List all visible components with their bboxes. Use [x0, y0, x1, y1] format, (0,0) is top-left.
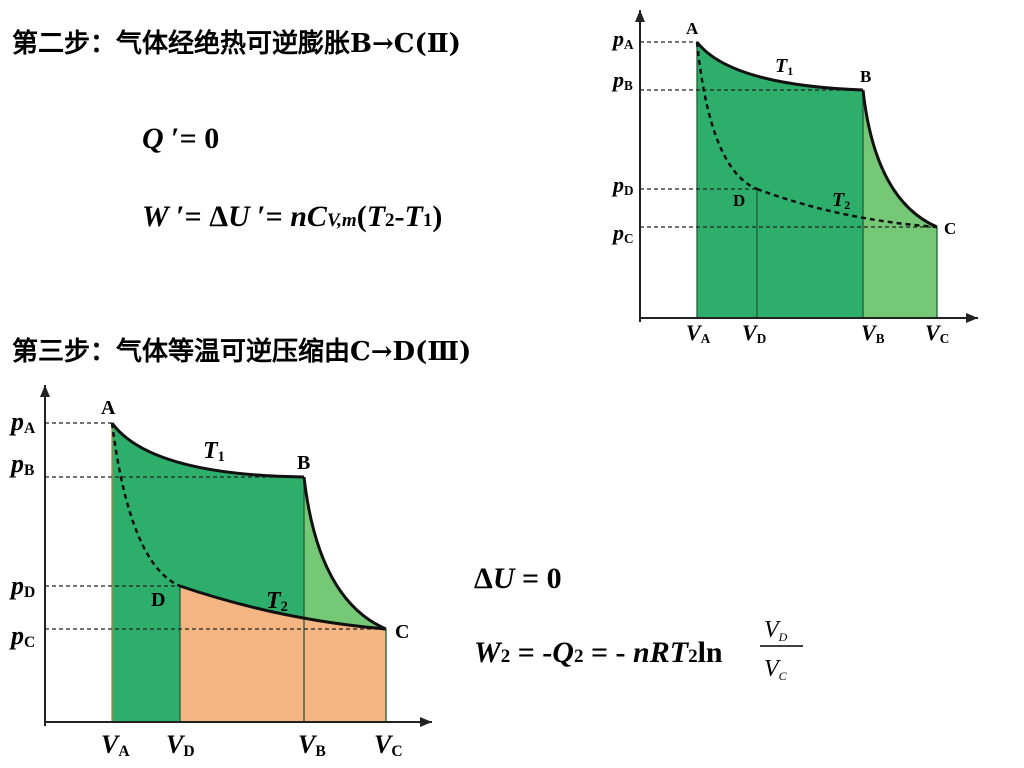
symbol: p — [611, 26, 624, 51]
arrowhead — [420, 717, 432, 727]
step2-equation: W ′= ΔU ′= nCV,m(T2-T1) — [142, 200, 442, 233]
step2-equation: Q ′= 0 — [142, 122, 219, 155]
symbol: V — [101, 730, 121, 759]
isotherm-label: T1 — [775, 55, 793, 78]
symbol: V — [925, 320, 942, 345]
subscript: D — [183, 743, 194, 760]
subscript: D — [24, 584, 35, 601]
subscript: A — [24, 420, 36, 437]
subscript: C — [940, 331, 950, 346]
subscript: D — [757, 331, 767, 346]
pressure-label: pB — [611, 67, 633, 93]
pressure-label: pD — [9, 571, 35, 601]
state-point-label: C — [944, 219, 956, 238]
subscript: A — [624, 37, 634, 52]
symbol: p — [9, 571, 24, 600]
step3-equation: ΔU = 0 — [474, 562, 562, 595]
symbol: T — [832, 189, 845, 211]
subscript: 2 — [281, 599, 288, 615]
volume-label: VB — [861, 320, 885, 346]
adiabat-da — [695, 41, 758, 191]
subscript: D — [624, 183, 634, 198]
volume-label: VC — [374, 730, 403, 760]
symbol: V — [374, 730, 394, 759]
pressure-label: pC — [611, 220, 634, 246]
step3-equation: W2 = -Q2 = - nRT2ln — [474, 636, 723, 669]
isotherm-t2 — [756, 187, 938, 229]
symbol: p — [611, 67, 624, 92]
symbol: V — [861, 320, 878, 345]
isotherm-t1 — [110, 422, 305, 479]
isotherm-label: T2 — [832, 189, 850, 212]
subscript: A — [701, 331, 711, 346]
adiabat-bc — [302, 476, 387, 631]
adiabat-bc — [861, 89, 938, 229]
pressure-label: pC — [9, 621, 35, 651]
symbol: V — [298, 730, 318, 759]
state-point-label: A — [101, 397, 116, 419]
symbol: p — [9, 621, 24, 650]
subscript: C — [391, 743, 402, 760]
state-point-label: B — [297, 452, 310, 474]
symbol: T — [775, 55, 788, 77]
volume-label: VD — [742, 320, 766, 346]
symbol: p — [611, 172, 624, 197]
denominator: VC — [764, 656, 788, 683]
arrowhead — [966, 313, 978, 323]
arrowhead — [40, 385, 50, 397]
state-point-label: C — [395, 621, 409, 643]
volume-label: VD — [166, 730, 195, 760]
region-compression — [180, 586, 386, 722]
state-point-label: B — [860, 67, 871, 86]
isotherm-label: T1 — [203, 438, 225, 465]
symbol: T — [266, 588, 282, 614]
subscript: B — [315, 743, 325, 760]
volume-label: VC — [925, 320, 949, 346]
isotherm-t1 — [695, 41, 864, 92]
subscript: A — [118, 743, 130, 760]
region-isothermal-expansion — [697, 42, 863, 318]
symbol: T — [203, 438, 219, 464]
step2-title: 第二步：气体经绝热可逆膨胀B→C(Ⅱ) — [12, 28, 461, 59]
state-point-label: A — [686, 19, 699, 38]
volume-label: VB — [298, 730, 326, 760]
symbol: p — [611, 220, 624, 245]
subscript: C — [24, 634, 35, 651]
numerator: VD — [764, 617, 788, 644]
subscript: B — [876, 331, 885, 346]
symbol: p — [9, 449, 24, 478]
step3-title: 第三步：气体等温可逆压缩由C→D(Ⅲ) — [12, 336, 471, 367]
state-point-label: D — [151, 589, 165, 611]
subscript: 1 — [787, 64, 793, 78]
subscript: 2 — [844, 198, 850, 212]
pressure-label: pB — [9, 449, 34, 479]
subscript: B — [624, 78, 633, 93]
fraction: VD VC — [760, 617, 803, 683]
symbol: V — [686, 320, 703, 345]
pressure-label: pA — [9, 407, 36, 437]
region-adiabatic — [863, 90, 937, 318]
state-point-label: D — [733, 191, 745, 210]
isotherm-label: T2 — [266, 588, 288, 615]
volume-label: VA — [101, 730, 130, 760]
isotherm-t2 — [179, 584, 387, 631]
pressure-label: pD — [611, 172, 634, 198]
subscript: 1 — [218, 449, 225, 465]
symbol: V — [166, 730, 186, 759]
subscript: B — [24, 462, 34, 479]
subscript: C — [624, 231, 634, 246]
symbol: p — [9, 407, 24, 436]
pressure-label: pA — [611, 26, 634, 52]
arrowhead — [635, 10, 645, 22]
symbol: V — [742, 320, 759, 345]
volume-label: VA — [686, 320, 711, 346]
